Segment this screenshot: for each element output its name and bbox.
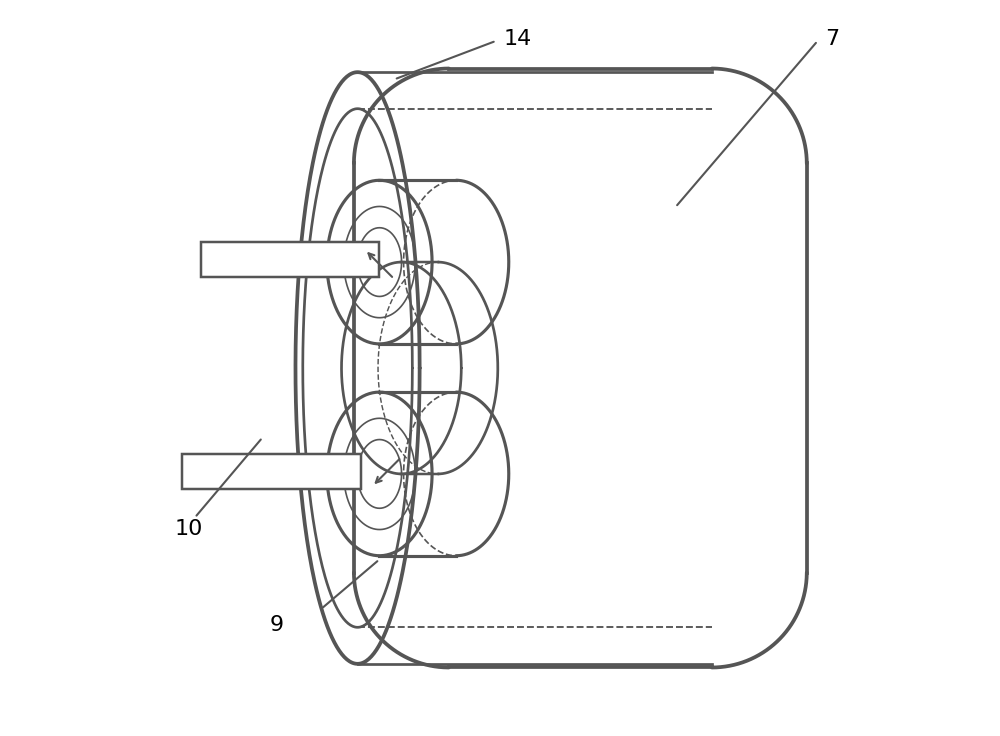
Text: 9: 9 <box>270 615 284 635</box>
Text: 14: 14 <box>504 29 532 49</box>
Text: 10: 10 <box>175 519 203 539</box>
Bar <box>182 454 361 489</box>
Text: 7: 7 <box>825 29 839 49</box>
Bar <box>201 242 379 277</box>
